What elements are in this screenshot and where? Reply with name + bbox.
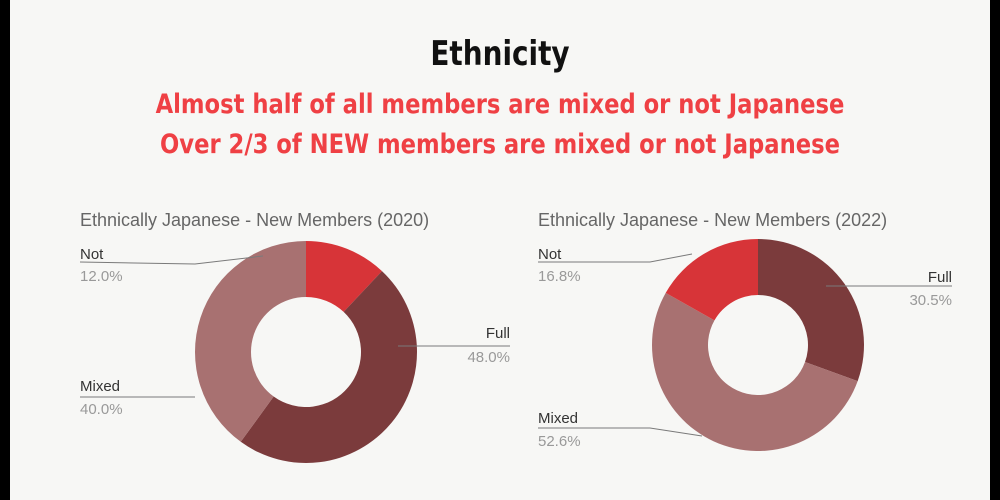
data-label-not-2020: 12.0% [80, 268, 123, 285]
headline-line-1: Almost half of all members are mixed or … [155, 89, 845, 120]
data-label-mixed-2020: 40.0% [80, 401, 123, 418]
leader-line-not-2020 [79, 255, 264, 265]
slice-mixed-2022 [652, 292, 858, 451]
leader-line-mixed-2022 [538, 427, 703, 437]
data-label-full-2020: 48.0% [467, 349, 510, 366]
donut-chart-2022: Ethnically Japanese - New Members (2022)… [538, 210, 952, 451]
data-label-full-2022: 30.5% [909, 292, 952, 309]
charts-area: Ethnically Japanese - New Members (2020)… [79, 210, 952, 464]
legend-label-mixed-2022: Mixed [538, 410, 578, 427]
donut-slices-2020 [195, 241, 418, 464]
data-label-not-2022: 16.8% [538, 268, 581, 285]
slice-mixed-2020 [195, 241, 306, 442]
headline-line-2: Over 2/3 of NEW members are mixed or not… [160, 129, 840, 160]
slide: Ethnicity Almost half of all members are… [10, 0, 990, 500]
label-mixed-2022: Mixed 52.6% [538, 410, 703, 450]
leader-line-not-2022 [538, 253, 693, 263]
label-mixed-2020: Mixed 40.0% [80, 378, 195, 418]
donut-slices-2022 [652, 239, 864, 451]
slide-title: Ethnicity [430, 34, 570, 74]
slice-full-2022 [758, 239, 864, 382]
chart-title-2022: Ethnically Japanese - New Members (2022) [538, 210, 887, 230]
label-full-2022: Full 30.5% [826, 269, 952, 309]
legend-label-not-2020: Not [80, 246, 104, 263]
legend-label-full-2022: Full [928, 269, 952, 286]
legend-label-full-2020: Full [486, 325, 510, 342]
donut-chart-2020: Ethnically Japanese - New Members (2020)… [79, 210, 510, 464]
data-label-mixed-2022: 52.6% [538, 433, 581, 450]
slice-not-2022 [665, 239, 758, 321]
label-full-2020: Full 48.0% [398, 325, 510, 366]
legend-label-not-2022: Not [538, 246, 562, 263]
legend-label-mixed-2020: Mixed [80, 378, 120, 395]
label-not-2020: Not 12.0% [79, 246, 264, 285]
label-not-2022: Not 16.8% [538, 246, 693, 285]
chart-title-2020: Ethnically Japanese - New Members (2020) [80, 210, 429, 230]
slice-not-2020 [306, 241, 382, 312]
slice-full-2020 [240, 271, 418, 464]
